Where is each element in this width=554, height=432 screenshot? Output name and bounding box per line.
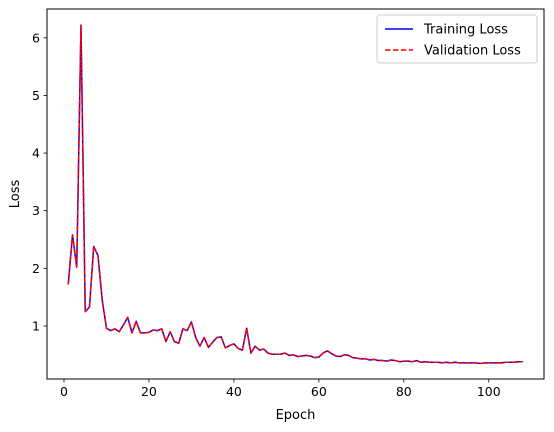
x-axis-label: Epoch	[276, 408, 316, 423]
y-axis-label: Loss	[8, 180, 23, 209]
legend-label-training-loss: Training Loss	[423, 23, 508, 38]
plot-area	[67, 24, 523, 365]
y-tick-label: 1	[32, 318, 40, 333]
series-line-training-loss	[67, 24, 523, 365]
y-tick-label: 5	[32, 88, 40, 103]
x-tick-label: 60	[311, 384, 327, 399]
x-tick-label: 20	[141, 384, 157, 399]
x-tick-label: 80	[396, 384, 412, 399]
x-tick-label: 0	[60, 384, 68, 399]
legend-box	[376, 14, 538, 64]
y-tick-label: 2	[32, 261, 40, 276]
y-tick-label: 3	[32, 203, 40, 218]
axes-frame	[46, 8, 545, 380]
y-tick-label: 4	[32, 146, 40, 161]
legend: Training Loss Validation Loss	[376, 14, 538, 64]
x-tick-label: 40	[226, 384, 242, 399]
legend-label-validation-loss: Validation Loss	[424, 44, 521, 59]
y-tick-label: 6	[32, 30, 40, 45]
series-line-validation-loss	[67, 24, 523, 365]
y-axis-ticks: 1 2 3 4 5 6	[32, 30, 47, 333]
x-axis-ticks: 0 20 40 60 80 100	[60, 379, 501, 399]
x-tick-label: 100	[477, 384, 501, 399]
